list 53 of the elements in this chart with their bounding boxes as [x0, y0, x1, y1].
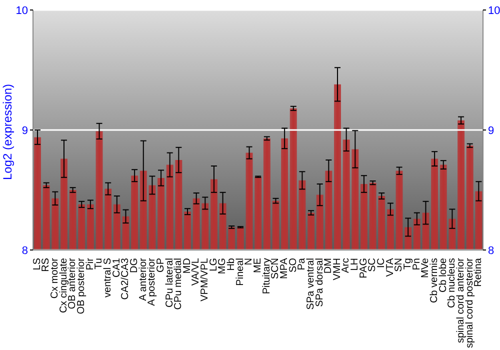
- x-tick-label: Cb lobe: [438, 258, 449, 292]
- x-tick-label: Tu: [94, 258, 105, 270]
- x-tick-label: Tg: [402, 258, 414, 270]
- x-tick-label: LH: [350, 258, 361, 271]
- x-tick-label: Cb nucleus: [446, 258, 458, 308]
- y2-tick-label: 10: [488, 4, 500, 17]
- x-tick-label: SCN: [270, 258, 282, 280]
- x-tick-label: CPu medial: [173, 258, 184, 310]
- x-tick-label: SO: [288, 258, 299, 272]
- x-tick-label: SC: [367, 258, 378, 272]
- x-tick-label: Pa: [296, 258, 308, 270]
- x-tick-label: IC: [376, 258, 388, 268]
- x-tick-label: VMH: [332, 258, 343, 280]
- x-tick-label: Hb: [226, 258, 238, 271]
- x-tick-label: DG: [128, 258, 140, 273]
- x-tick-label: DM: [323, 258, 334, 274]
- x-tick-label: Pir: [84, 257, 96, 270]
- y-tick-label: 10: [16, 4, 28, 17]
- x-tick-label: N: [244, 258, 255, 266]
- x-tick-label: RS: [40, 258, 52, 272]
- x-tick-label: VPM/VPL: [200, 258, 211, 302]
- x-tick-label: A posterior: [146, 257, 158, 306]
- x-tick-label: Pituitary: [261, 258, 272, 294]
- y2-tick-label: 9: [488, 124, 494, 137]
- x-tick-label: SN: [394, 258, 405, 272]
- x-tick-label: spinal cord posterior: [464, 257, 476, 348]
- x-tick-label: LS: [32, 258, 43, 270]
- y-tick-label: 9: [22, 124, 28, 137]
- x-tick-label: MPA: [278, 258, 290, 279]
- x-tick-label: SPa dorsal: [314, 258, 326, 307]
- x-tick-label: OB posterior: [76, 257, 88, 314]
- x-tick-label: GP: [155, 258, 166, 272]
- x-tick-label: Retina: [473, 258, 484, 287]
- x-tick-label: CA2/CA3: [120, 258, 132, 300]
- x-tick-label: Arc: [340, 258, 352, 273]
- x-tick-label: PAG: [358, 258, 370, 278]
- x-tick-label: CA1: [111, 258, 122, 278]
- x-tick-label: ME: [252, 258, 264, 273]
- y-axis-title: Log2 (expression): [0, 84, 14, 180]
- x-tick-label: VTA: [384, 258, 396, 277]
- x-tick-label: SPa ventral: [305, 258, 316, 310]
- x-tick-label: Cx cingulate: [58, 258, 70, 314]
- x-tick-label: Pineal: [234, 258, 246, 286]
- y-tick-label: 8: [22, 244, 28, 257]
- x-tick-label: spinal cord anterior: [455, 257, 466, 344]
- x-tick-label: LG: [208, 258, 220, 272]
- x-tick-label: OB anterior: [67, 257, 78, 310]
- x-tick-label: Pn: [411, 258, 422, 270]
- x-tick-label: ventral S: [102, 258, 114, 298]
- x-tick-label: A anterior: [138, 257, 149, 301]
- y2-tick-label: 8: [488, 244, 494, 257]
- x-tick-label: Cb vermis: [428, 258, 440, 304]
- x-tick-label: MVe: [420, 258, 432, 278]
